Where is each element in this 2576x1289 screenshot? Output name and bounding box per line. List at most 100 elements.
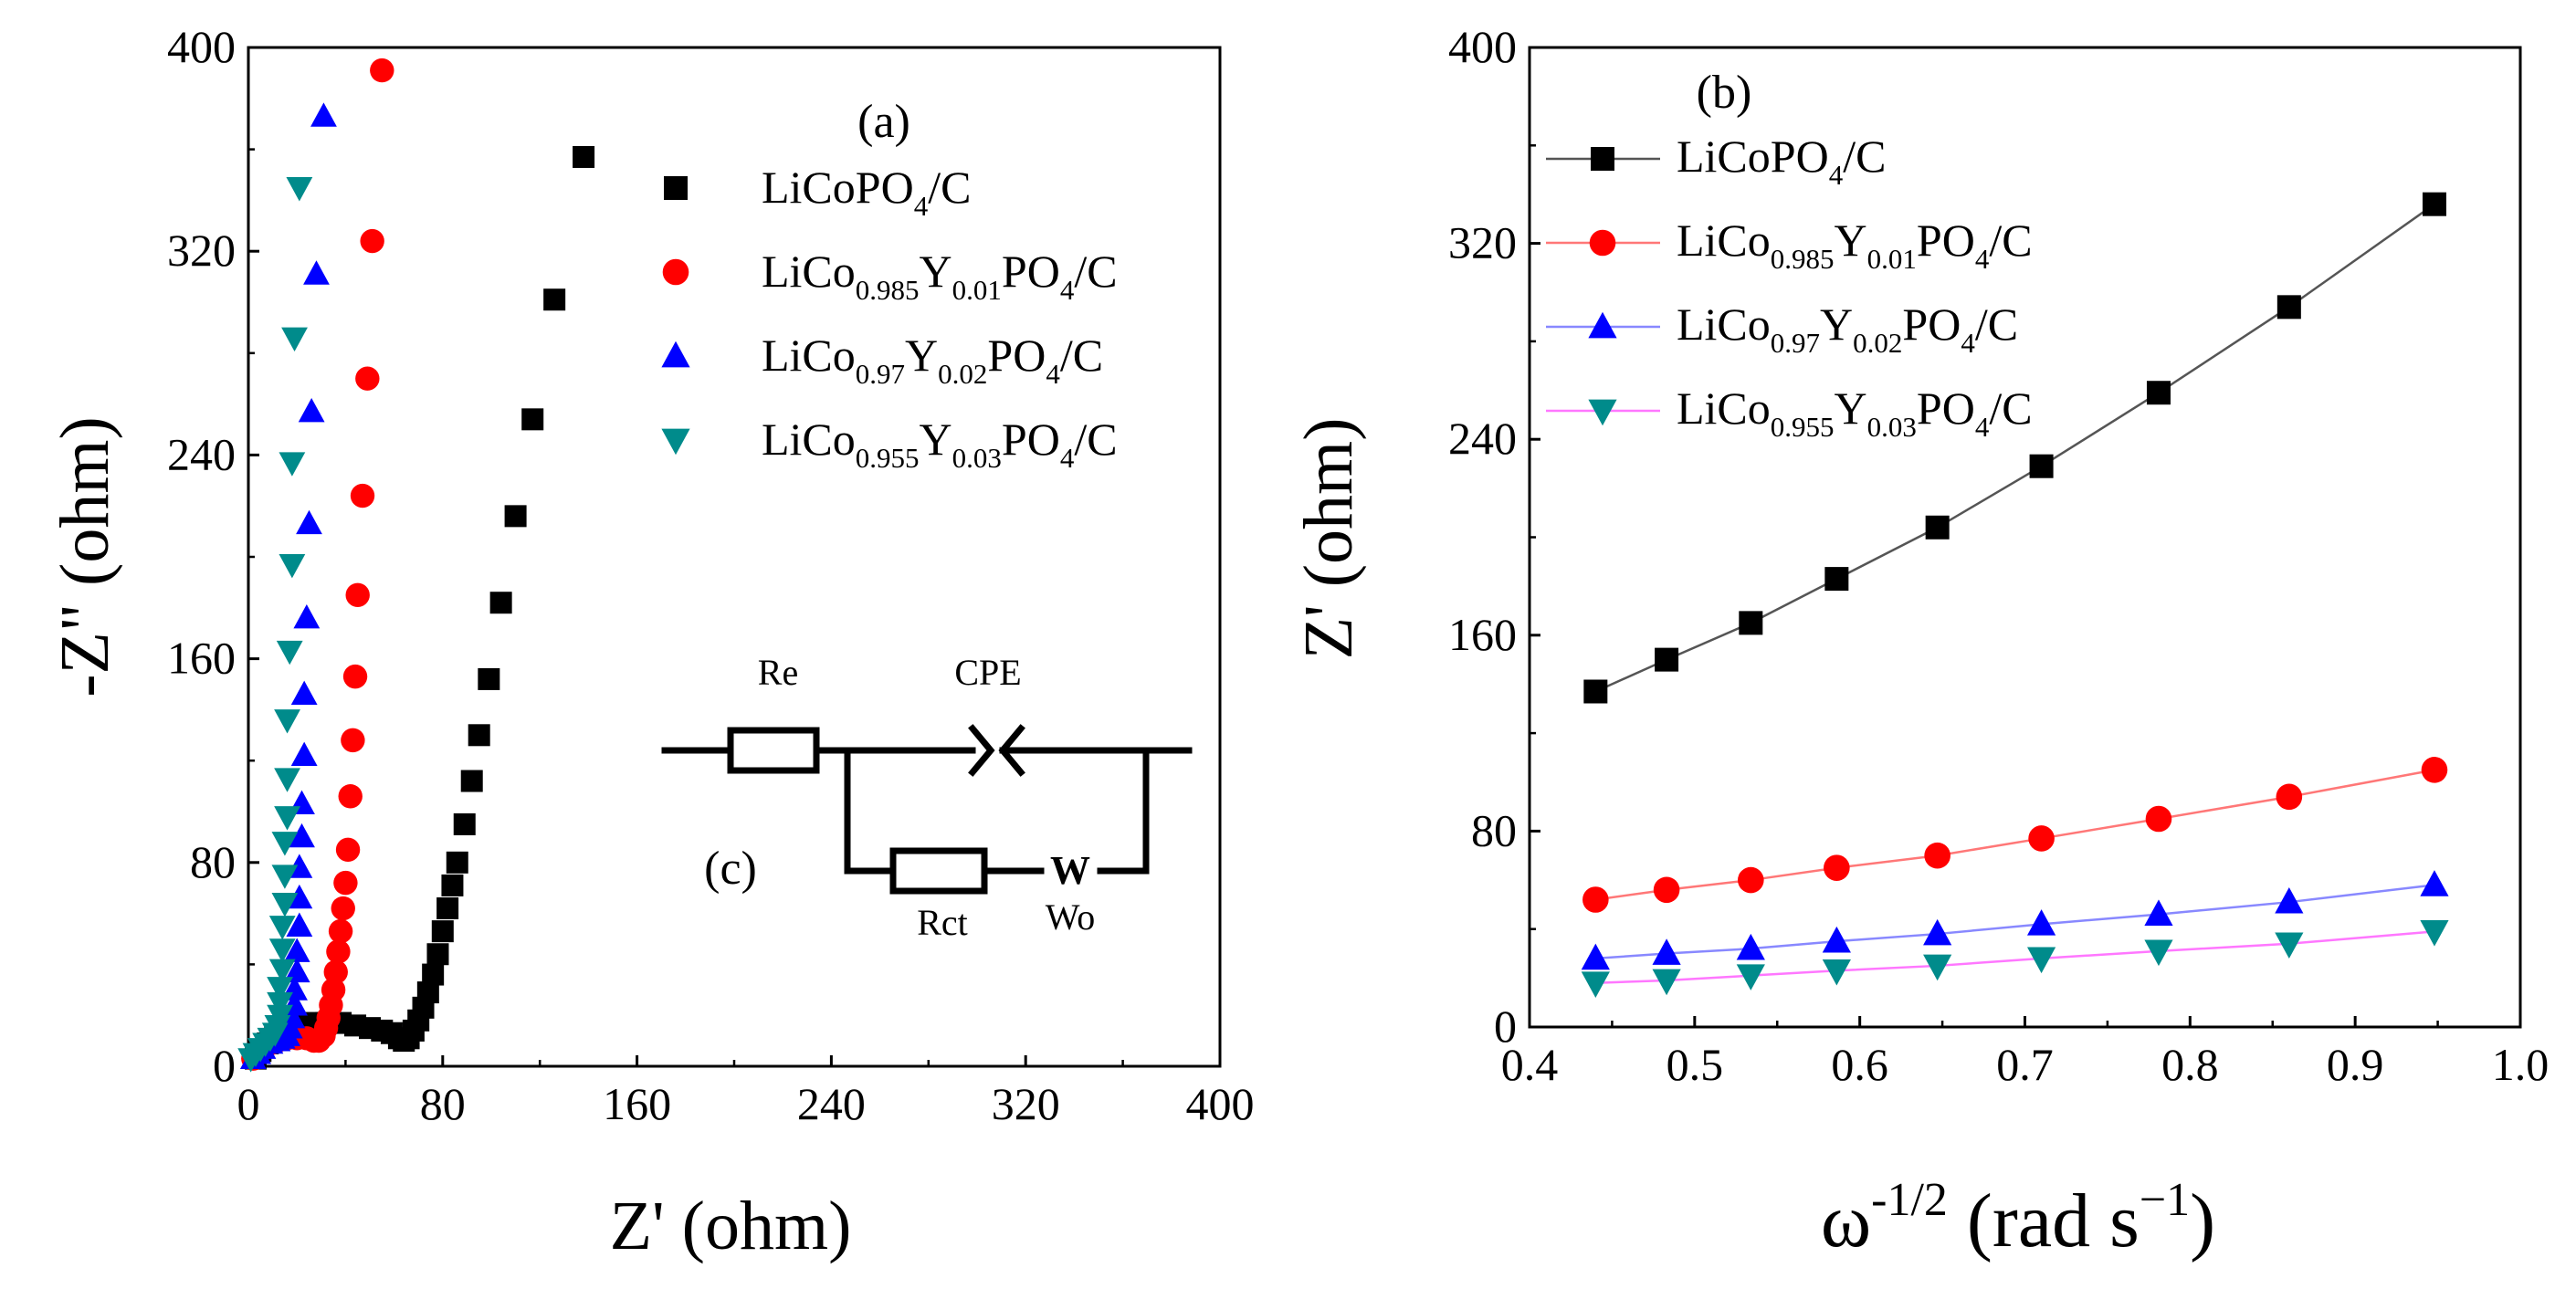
panel-a-x-tick-label: 160	[603, 1078, 671, 1129]
legend-text-part: Y	[920, 246, 952, 297]
panel-b-series-0	[1583, 192, 2446, 704]
panel-b-x-axis-label: ω-1/2 (rad s−1)	[1821, 1174, 2215, 1263]
panel-a-data-point	[573, 145, 595, 168]
panel-b-data-point	[2146, 381, 2171, 405]
panel-a-data-point	[355, 366, 380, 391]
legend-text-part: 0.03	[1867, 411, 1917, 443]
circuit-wire	[844, 747, 897, 875]
panel-b-series-line	[1595, 930, 2435, 984]
panel-a-x-tick-label: 240	[797, 1078, 866, 1129]
legend-text-part: /C	[1975, 299, 2018, 350]
legend-text-part: 0.02	[938, 358, 987, 390]
panel-b-x-tick-label: 0.6	[1831, 1039, 1888, 1090]
legend-text-part: 4	[1046, 358, 1060, 390]
panel-b-y-tick-label: 400	[1448, 21, 1517, 72]
panel-a-data-point	[293, 603, 321, 629]
panel-b-y-tick-label: 320	[1448, 217, 1517, 268]
legend-text-part: /C	[1989, 215, 2032, 266]
legend-text-part: 4	[914, 190, 929, 222]
panel-b-x-tick-label: 0.5	[1667, 1039, 1724, 1090]
circuit-label-cpe: CPE	[954, 652, 1021, 693]
panel-a-nyquist-plot: 0 80 160 240 320 400 0 80 160 240 320 400 Z' (ohm) -Z…	[47, 21, 1255, 1264]
legend-text-part: PO	[1902, 299, 1961, 350]
panel-b-series-2	[1581, 870, 2449, 970]
legend-text-part: /C	[928, 162, 971, 213]
panel-a-data-point	[279, 553, 306, 579]
legend-text-part: LiCo	[762, 414, 856, 465]
panel-b-series-line	[1595, 884, 2435, 960]
panel-a-data-point	[271, 865, 299, 889]
panel-b-data-point	[1736, 964, 1765, 990]
panel-a-data-point	[298, 397, 325, 423]
panel-b-series-3	[1581, 920, 2449, 998]
panel-a-data-point	[296, 509, 322, 535]
panel-b-data-point	[2276, 295, 2301, 320]
panel-a-data-point	[350, 483, 375, 508]
legend-text-part: PO	[1002, 246, 1060, 297]
circuit-wire	[1097, 747, 1150, 875]
panel-b-data-point	[1582, 886, 1609, 913]
panel-b-data-point	[2144, 939, 2173, 967]
panel-b-data-point	[1739, 611, 1763, 635]
legend-text-part: 0.985	[856, 274, 920, 306]
legend-text-part: 4	[1829, 159, 1844, 191]
legend-text-part: PO	[1917, 215, 1975, 266]
legend-text-part: 4	[1975, 411, 1990, 443]
panel-b-data-point	[2420, 920, 2449, 947]
circuit-resistor-rct	[889, 847, 988, 895]
panel-a-legend-entry: LiCo0.985Y0.01PO4/C	[762, 246, 1118, 306]
circuit-panel-label: (c)	[704, 843, 757, 895]
panel-a-data-point	[342, 664, 368, 689]
panel-b-data-point	[1738, 866, 1764, 894]
panel-a-legend-entry: LiCo0.955Y0.03PO4/C	[762, 414, 1118, 474]
panel-a-data-point	[267, 977, 293, 1001]
panel-a-data-point	[303, 260, 330, 285]
panel-a-data-point	[268, 938, 296, 963]
panel-a-x-tick-label: 400	[1186, 1078, 1255, 1129]
panel-a-data-point	[331, 896, 355, 921]
panel-a-data-point	[431, 920, 454, 943]
panel-b-data-point	[2029, 454, 2054, 478]
panel-a-legend-marker	[661, 341, 690, 368]
panel-b-data-point	[2026, 909, 2056, 936]
legend-text-part: 0.955	[1771, 411, 1835, 443]
panel-b-data-point	[1653, 876, 1680, 904]
panel-b-data-point	[2026, 947, 2056, 974]
legend-text-part: Y	[1835, 215, 1867, 266]
panel-a-data-point	[521, 408, 544, 431]
panel-a-data-point	[326, 939, 351, 964]
legend-text-part: 0.955	[856, 442, 920, 474]
panel-a-series-1	[241, 58, 394, 1071]
panel-a-data-point	[441, 874, 464, 896]
panel-a-data-point	[283, 938, 310, 962]
circuit-warburg-symbol: W	[1050, 848, 1090, 893]
panel-a-data-point	[267, 1004, 293, 1030]
panel-a-legend-marker	[664, 176, 688, 200]
panel-a-data-point	[286, 912, 313, 937]
panel-b-legend-entry: LiCo0.955Y0.03PO4/C	[1677, 383, 2033, 443]
panel-b-data-point	[1824, 854, 1850, 881]
panel-a-data-point	[543, 288, 566, 311]
panel-a-data-point	[271, 893, 299, 917]
panel-b-data-point	[1824, 567, 1849, 592]
circuit-resistor-re	[727, 727, 820, 774]
panel-a-data-point	[268, 959, 296, 983]
panel-b-data-point	[1581, 971, 1610, 998]
legend-text-part: LiCoPO	[1677, 131, 1829, 182]
panel-b-y-tick-label: 0	[1494, 1001, 1517, 1052]
panel-a-y-tick-label: 0	[213, 1040, 236, 1091]
panel-a-data-point	[276, 640, 303, 665]
panel-b-data-point	[2420, 870, 2449, 896]
panel-a-data-point	[360, 228, 384, 254]
panel-b-legend-entry: LiCo0.985Y0.01PO4/C	[1677, 215, 2033, 275]
panel-a-legend-entry: LiCo0.97Y0.02PO4/C	[762, 330, 1103, 390]
panel-a-y-tick-label: 320	[167, 225, 236, 276]
legend-text-part: /C	[1074, 414, 1117, 465]
panel-a-label: (a)	[857, 96, 910, 148]
panel-a-y-tick-label: 240	[167, 428, 236, 479]
panel-b-legend-marker	[1588, 399, 1617, 426]
legend-text-part: 4	[1975, 243, 1990, 275]
circuit-label-re: Re	[758, 652, 798, 693]
panel-a-data-point	[268, 916, 296, 940]
